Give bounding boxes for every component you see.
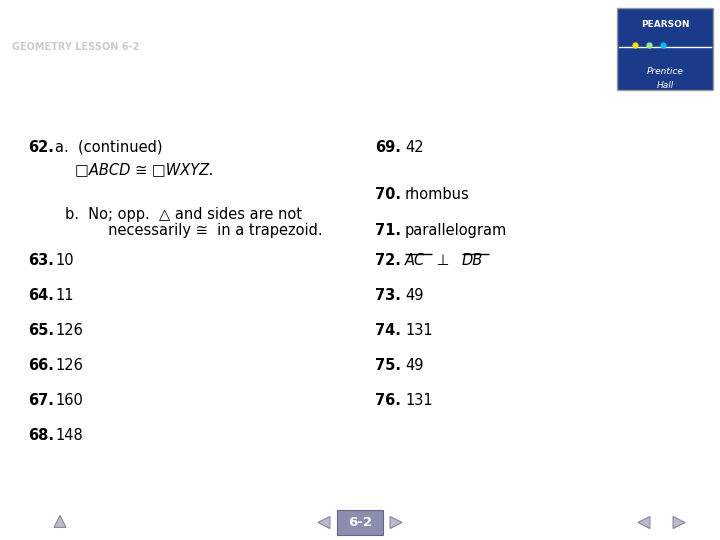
Text: b.  No; opp.  △ and sides are not: b. No; opp. △ and sides are not [65,207,302,222]
Polygon shape [638,516,650,529]
Text: PAGE: PAGE [643,480,678,492]
Text: 126: 126 [55,358,83,373]
Text: 148: 148 [55,428,83,443]
Polygon shape [318,516,330,529]
Text: 11: 11 [55,288,73,303]
Text: 66.: 66. [28,358,54,373]
Text: 63.: 63. [28,253,54,268]
Text: 72.: 72. [375,253,401,268]
Text: 6-2: 6-2 [348,516,372,529]
Text: 49: 49 [405,358,423,373]
Text: DB: DB [462,253,483,268]
Text: 73.: 73. [375,288,401,303]
Text: 67.: 67. [28,393,54,408]
Text: 65.: 65. [28,323,54,338]
Text: Prentice: Prentice [647,68,683,77]
Text: parallelogram: parallelogram [405,223,508,238]
Text: 74.: 74. [375,323,401,338]
Text: AC: AC [405,253,426,268]
Polygon shape [390,516,402,529]
Text: PEARSON: PEARSON [641,20,689,29]
FancyBboxPatch shape [337,510,383,535]
Text: □ABCD ≅ □WXYZ.: □ABCD ≅ □WXYZ. [75,162,214,177]
Text: a.  (continued): a. (continued) [55,140,163,155]
Text: 75.: 75. [375,358,401,373]
Text: 131: 131 [405,323,433,338]
Text: necessarily ≅  in a trapezoid.: necessarily ≅ in a trapezoid. [85,223,323,238]
Text: MAIN MENU: MAIN MENU [21,480,99,492]
Text: 10: 10 [55,253,73,268]
Text: 131: 131 [405,393,433,408]
Text: 76.: 76. [375,393,401,408]
Polygon shape [54,515,66,528]
Text: 71.: 71. [375,223,401,238]
Text: 49: 49 [405,288,423,303]
Text: GEOMETRY LESSON 6-2: GEOMETRY LESSON 6-2 [12,42,139,52]
Text: Properties of Parallelograms: Properties of Parallelograms [12,17,339,36]
Text: 42: 42 [405,140,423,155]
Text: 69.: 69. [375,140,401,155]
Text: 160: 160 [55,393,83,408]
Text: rhombus: rhombus [405,187,469,202]
Text: 126: 126 [55,323,83,338]
Text: 70.: 70. [375,187,401,202]
Polygon shape [673,516,685,529]
Text: LESSON: LESSON [334,480,386,492]
FancyBboxPatch shape [617,8,713,90]
Text: ⊥: ⊥ [432,253,454,268]
Text: Hall: Hall [657,80,674,90]
Text: Student Edition Answers: Student Edition Answers [12,102,197,115]
Text: 62.: 62. [28,140,54,155]
Text: 68.: 68. [28,428,54,443]
Text: 64.: 64. [28,288,54,303]
